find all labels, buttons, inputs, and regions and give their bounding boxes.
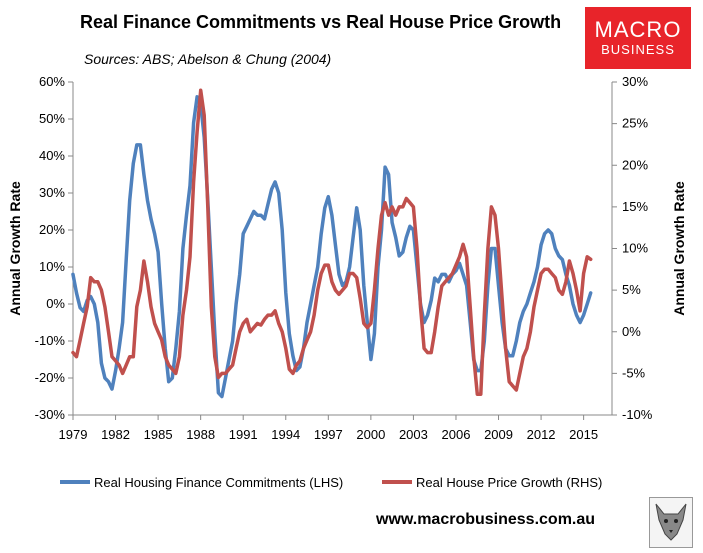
left-tick-label: 40% bbox=[39, 148, 65, 163]
macrobusiness-logo[interactable]: MACRO BUSINESS bbox=[585, 7, 691, 69]
footer-url[interactable]: www.macrobusiness.com.au bbox=[376, 511, 596, 528]
left-tick-label: -10% bbox=[35, 333, 66, 348]
logo-line-1: MACRO bbox=[594, 17, 682, 42]
series-line-finance-commitments bbox=[71, 95, 593, 399]
left-tick-label: 0% bbox=[46, 296, 65, 311]
x-tick-label: 1982 bbox=[101, 427, 130, 442]
x-tick-label: 2003 bbox=[399, 427, 428, 442]
left-tick-label: 10% bbox=[39, 259, 65, 274]
x-tick-label: 2006 bbox=[442, 427, 471, 442]
chart-series bbox=[71, 88, 593, 399]
legend-label: Real Housing Finance Commitments (LHS) bbox=[94, 475, 343, 490]
right-tick-label: -5% bbox=[622, 365, 646, 380]
x-tick-label: 1979 bbox=[59, 427, 88, 442]
left-tick-label: 50% bbox=[39, 111, 65, 126]
chart-legend: Real Housing Finance Commitments (LHS) Re… bbox=[60, 475, 602, 490]
x-tick-label: 2012 bbox=[527, 427, 556, 442]
x-tick-label: 2000 bbox=[356, 427, 385, 442]
left-tick-label: -30% bbox=[35, 407, 66, 422]
right-tick-label: 25% bbox=[622, 116, 648, 131]
left-tick-label: -20% bbox=[35, 370, 66, 385]
right-tick-label: -10% bbox=[622, 407, 653, 422]
logo-line-2: BUSINESS bbox=[601, 42, 675, 57]
x-tick-label: 2015 bbox=[569, 427, 598, 442]
right-tick-label: 15% bbox=[622, 199, 648, 214]
right-tick-label: 20% bbox=[622, 157, 648, 172]
right-tick-label: 0% bbox=[622, 324, 641, 339]
right-tick-label: 30% bbox=[622, 74, 648, 89]
x-tick-label: 1997 bbox=[314, 427, 343, 442]
left-tick-label: 30% bbox=[39, 185, 65, 200]
wolf-logo-icon bbox=[649, 497, 693, 548]
left-tick-label: 20% bbox=[39, 222, 65, 237]
legend-label: Real House Price Growth (RHS) bbox=[416, 475, 602, 490]
left-tick-label: 60% bbox=[39, 74, 65, 89]
chart-axes: 60% 50% 40% 30% 20% 10% 0% -10% -20% -30% 30% 25% 20… bbox=[7, 74, 687, 442]
x-tick-label: 2009 bbox=[484, 427, 513, 442]
x-tick-label: 1985 bbox=[144, 427, 173, 442]
x-tick-label: 1991 bbox=[229, 427, 258, 442]
left-axis-title: Annual Growth Rate bbox=[7, 181, 23, 316]
right-tick-label: 5% bbox=[622, 282, 641, 297]
x-tick-label: 1988 bbox=[186, 427, 215, 442]
series-line-house-price-growth bbox=[71, 88, 593, 396]
x-tick-label: 1994 bbox=[271, 427, 300, 442]
chart-title: Real Finance Commitments vs Real House P… bbox=[80, 12, 562, 32]
chart-subtitle: Sources: ABS; Abelson & Chung (2004) bbox=[84, 51, 332, 67]
right-axis-title: Annual Growth Rate bbox=[671, 181, 687, 316]
right-tick-label: 10% bbox=[622, 241, 648, 256]
